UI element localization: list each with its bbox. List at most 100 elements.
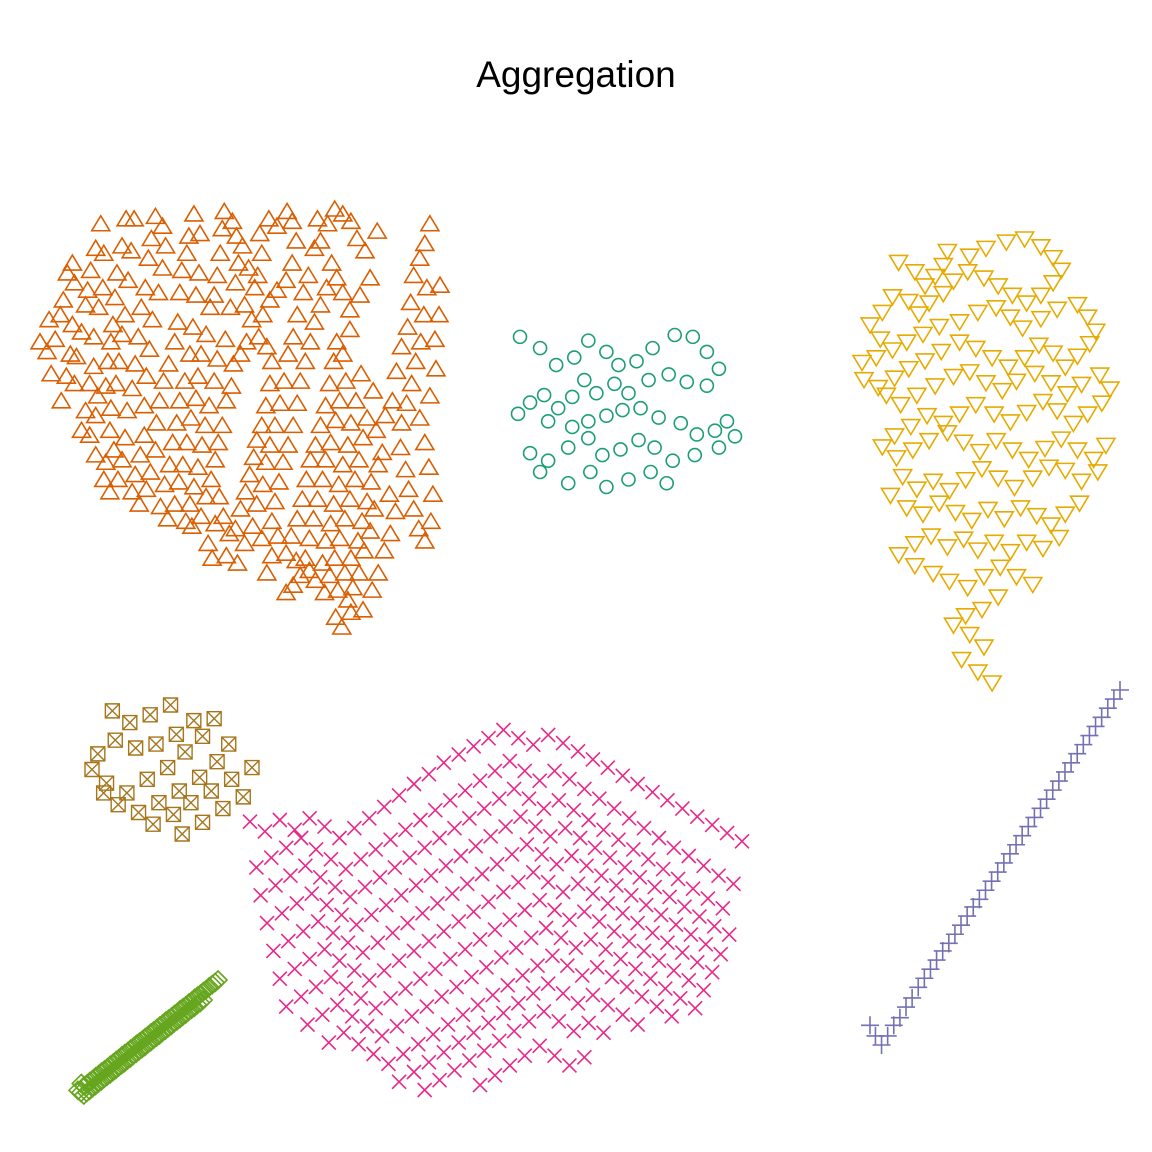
data-point: [127, 327, 149, 345]
data-point: [466, 738, 482, 754]
data-point: [299, 332, 321, 350]
data-point: [371, 442, 393, 461]
data-point: [951, 651, 973, 670]
data-point: [512, 809, 529, 825]
data-point: [617, 859, 633, 876]
data-point: [878, 1026, 897, 1045]
data-point: [335, 371, 357, 389]
data-point: [989, 559, 1011, 577]
data-point: [327, 580, 349, 598]
data-point: [417, 840, 433, 856]
data-point: [213, 201, 235, 220]
data-point: [536, 1003, 552, 1020]
data-point: [187, 366, 209, 385]
data-point: [517, 902, 533, 918]
data-point: [121, 482, 143, 500]
data-point: [532, 340, 548, 356]
data-point: [90, 746, 106, 762]
data-point: [1098, 699, 1117, 718]
data-point: [297, 265, 319, 284]
data-point: [402, 850, 418, 866]
data-point: [374, 1028, 390, 1044]
data-point: [476, 800, 492, 817]
data-point: [550, 400, 566, 416]
data-point: [251, 243, 273, 262]
data-point: [561, 1057, 578, 1074]
data-point: [319, 565, 341, 584]
data-point: [1007, 835, 1026, 854]
data-point: [361, 810, 377, 826]
data-point: [1042, 274, 1064, 293]
data-point: [522, 445, 538, 461]
data-point: [207, 433, 229, 451]
data-point: [959, 248, 981, 266]
data-point: [493, 949, 509, 966]
data-point: [328, 474, 350, 493]
data-point: [114, 428, 136, 446]
data-point: [278, 998, 294, 1015]
data-point: [561, 771, 578, 787]
data-point: [266, 280, 288, 298]
data-point: [1086, 717, 1105, 736]
data-point: [668, 917, 684, 933]
data-point: [289, 371, 311, 389]
data-point: [487, 922, 503, 938]
data-point: [916, 407, 938, 426]
data-point: [581, 1015, 597, 1031]
data-point: [429, 275, 451, 294]
data-point: [1083, 451, 1105, 469]
data-point: [971, 601, 993, 620]
data-point: [172, 455, 194, 473]
data-point: [896, 500, 918, 518]
data-point: [896, 334, 918, 352]
data-point: [647, 440, 662, 455]
data-point: [436, 755, 452, 771]
data-point: [310, 231, 331, 249]
data-point: [367, 563, 389, 581]
data-point: [117, 270, 139, 289]
data-point: [938, 573, 960, 591]
data-point: [955, 471, 977, 490]
data-point: [472, 773, 488, 789]
data-point: [890, 1008, 909, 1027]
data-point: [504, 846, 520, 862]
data-point: [685, 881, 701, 897]
data-point: [331, 953, 348, 969]
data-point: [362, 381, 384, 399]
data-point: [967, 304, 989, 323]
data-point: [491, 791, 507, 807]
data-point: [1054, 506, 1076, 524]
data-point: [197, 533, 219, 552]
data-point: [353, 990, 369, 1006]
data-point: [413, 305, 435, 323]
data-point: [957, 579, 979, 598]
data-point: [100, 398, 122, 416]
data-point: [912, 506, 934, 524]
data-point: [959, 364, 981, 382]
data-point: [932, 257, 954, 276]
data-point: [263, 850, 279, 866]
data-point: [282, 575, 304, 594]
data-point: [551, 792, 567, 808]
data-point: [141, 310, 163, 328]
data-point: [1046, 301, 1068, 319]
data-point: [329, 528, 351, 547]
data-point: [1087, 464, 1109, 482]
data-point: [190, 506, 212, 525]
data-point: [287, 822, 303, 838]
data-point: [999, 543, 1021, 562]
data-point: [981, 675, 1003, 693]
data-point: [360, 472, 382, 490]
data-point: [111, 450, 133, 468]
data-point: [897, 998, 916, 1017]
data-point: [148, 736, 164, 752]
data-point: [936, 425, 958, 443]
data-point: [319, 897, 335, 913]
data-point: [272, 452, 294, 471]
data-point: [234, 295, 255, 313]
data-point: [209, 753, 225, 770]
data-point: [715, 900, 731, 916]
data-point: [683, 926, 699, 943]
data-point: [487, 763, 503, 779]
